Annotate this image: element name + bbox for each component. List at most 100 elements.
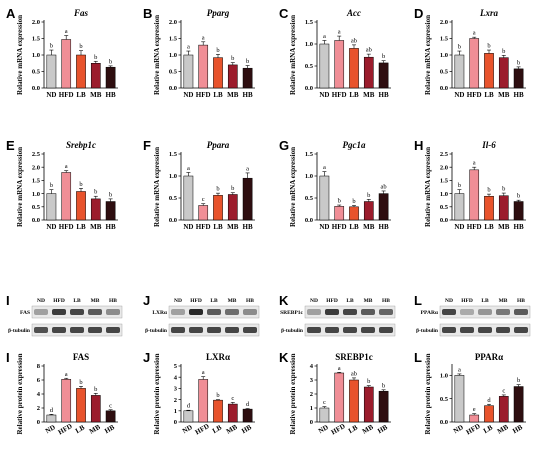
bar-hfd [334,372,345,423]
blot-lane-label: ND [445,298,453,304]
bar-hfd [198,379,209,423]
chart-panel-l: L PPARα Relative protein expression 0.0 0.5 1… [414,350,526,436]
category-label: HB [106,91,116,99]
y-tick-label: 3 [310,377,314,384]
chart-panel-j: J LXRα Relative protein expression 0 1 2 3 4 5 d N… [143,350,255,436]
significance-letter: b [517,377,520,384]
category-label: HFD [465,422,482,436]
significance-letter: b [79,43,82,50]
bar-hb [378,62,389,89]
category-label: ND [44,423,57,435]
bar-hb [242,177,253,221]
bar-nd [46,414,57,423]
category-label: MB [498,223,510,231]
y-axis-label: Relative mRNA expression [16,147,24,227]
panel-letter: I [6,293,10,308]
y-tick-label: 1 [174,408,177,415]
blot-band [88,327,102,333]
blot-band [361,327,375,333]
significance-letter: ab [366,47,372,54]
category-label: HB [379,91,389,99]
significance-letter: b [517,193,520,200]
blot-lane-label: HB [517,298,525,304]
blot-band [442,327,456,333]
bar-nd [319,175,330,221]
significance-letter: c [202,196,205,203]
significance-letter: b [338,198,341,205]
category-label: LB [349,91,359,99]
category-label: ND [181,423,194,435]
blot-band [442,309,456,315]
bar-mb [227,64,238,89]
y-tick-label: 4 [174,374,178,381]
category-label: HB [514,91,524,99]
bar-hb [513,68,524,89]
significance-letter: ab [381,183,387,190]
y-axis-label: Relative mRNA expression [289,15,297,95]
significance-letter: c [323,399,326,406]
category-label: HFD [467,91,482,99]
category-label: HFD [332,223,347,231]
y-tick-label: 4 [37,391,41,398]
blot-lane-label: ND [37,298,45,304]
significance-letter: b [50,43,53,50]
y-tick-label: 0.0 [32,85,40,92]
category-label: MB [496,423,510,436]
chart-title: Lxra [479,8,499,18]
significance-letter: b [79,379,82,386]
y-tick-label: 2 [174,397,177,404]
y-tick-label: 0 [174,419,177,426]
significance-letter: c [109,402,112,409]
category-label: HFD [330,422,347,436]
category-label: HFD [57,422,74,436]
y-tick-label: 1.0 [32,52,40,59]
y-tick-label: 0.5 [305,195,314,202]
y-tick-label: 0.5 [440,204,449,211]
y-tick-label: 0.0 [305,217,313,224]
bar-hb [242,408,253,423]
significance-letter: ab [351,37,357,44]
significance-letter: b [367,378,370,385]
bar-hfd [334,40,345,89]
blot-lane-label: MB [364,298,373,304]
y-tick-label: 6 [37,377,41,384]
blot-lane-label: HB [246,298,254,304]
chart-panel-d: D Lxra Relative mRNA expression 0.0 0.5 1.0 1.… [414,6,526,99]
blot-row-label: β-tubulin [281,328,303,334]
category-label: ND [319,223,329,231]
blot-lane-label: HFD [326,298,338,304]
chart-panel-b: B Pparg Relative mRNA expression 0.0 0.5 1.0 1… [143,6,255,99]
y-tick-label: 0.0 [305,85,313,92]
y-tick-label: 0.5 [440,69,449,76]
bar-lb [213,399,223,423]
y-tick-label: 0.5 [169,195,178,202]
western-blot-i: I ND HFD LB MB HB FAS β-tubulin [6,293,123,337]
significance-letter: b [79,181,82,188]
blot-band [207,327,221,333]
blot-row-label: β-tubulin [8,328,30,334]
category-label: ND [46,223,56,231]
category-label: LB [484,223,494,231]
significance-letter: b [50,182,53,189]
bar-hb [378,193,389,221]
bar-hfd [469,169,480,221]
category-label: LB [349,223,359,231]
chart-title: LXRα [206,352,230,362]
panel-letter: L [414,350,422,365]
blot-lane-label: MB [499,298,508,304]
blot-row-label: PPARα [421,310,439,316]
chart-title: Acc [346,8,361,18]
significance-letter: a [323,33,326,40]
bar-lb [76,388,86,423]
bar-mb [498,57,509,89]
western-blot-k: K ND HFD LB MB HB SREBP1c β-tubulin [279,293,396,337]
category-label: HFD [59,223,74,231]
blot-row-label: β-tubulin [145,328,167,334]
blot-row-label: SREBP1c [280,310,303,316]
blot-band [460,309,474,315]
bar-nd [454,54,465,89]
y-tick-label: 2 [37,405,40,412]
western-blot-l: L ND HFD LB MB HB PPARα β-tubulin [414,293,531,337]
significance-letter: a [338,29,341,36]
